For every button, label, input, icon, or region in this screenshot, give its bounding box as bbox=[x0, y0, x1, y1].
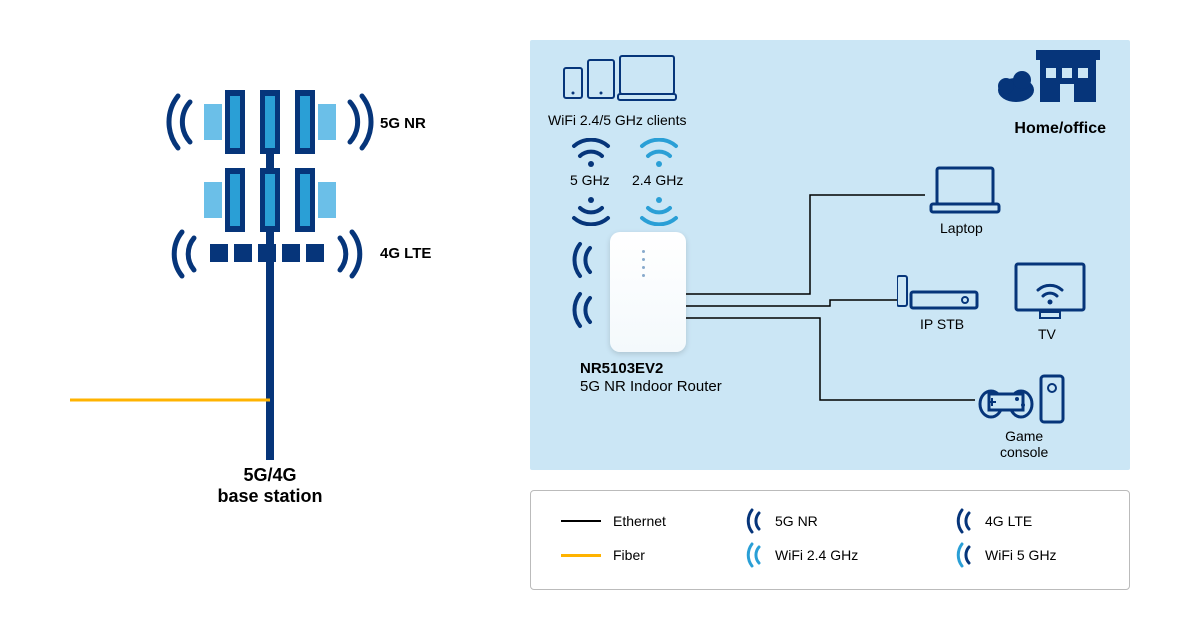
signal-arc-icon bbox=[951, 507, 979, 535]
wifi-clients-label: WiFi 2.4/5 GHz clients bbox=[548, 112, 686, 128]
home-area: Home/office WiFi 2.4/5 GHz clients 5 GHz… bbox=[530, 40, 1130, 470]
game-console-label: Gameconsole bbox=[1000, 428, 1048, 460]
legend-wifi24: WiFi 2.4 GHz bbox=[741, 541, 858, 569]
legend-ethernet: Ethernet bbox=[561, 513, 666, 529]
ipstb-label: IP STB bbox=[920, 316, 964, 332]
signal-arc-icon bbox=[741, 541, 769, 569]
label-base-station: 5G/4G base station bbox=[170, 465, 370, 507]
legend-fiber: Fiber bbox=[561, 547, 645, 563]
band-24ghz-label: 2.4 GHz bbox=[632, 172, 683, 188]
laptop-label: Laptop bbox=[940, 220, 983, 236]
game-console-icon bbox=[975, 370, 1075, 430]
router-signal-5g-icon bbox=[566, 240, 606, 280]
legend-5gnr: 5G NR bbox=[741, 507, 818, 535]
wifi-24ghz-top-icon bbox=[634, 138, 684, 170]
label-5gnr: 5G NR bbox=[380, 115, 426, 132]
tv-icon bbox=[1010, 260, 1090, 324]
laptop-icon bbox=[925, 162, 1005, 218]
router-model: NR5103EV2 bbox=[580, 360, 663, 377]
signal-arc-icon bbox=[951, 541, 979, 569]
wifi-24ghz-bottom-icon bbox=[634, 194, 684, 226]
signal-arc-icon bbox=[741, 507, 769, 535]
band-5ghz-label: 5 GHz bbox=[570, 172, 610, 188]
wifi-5ghz-bottom-icon bbox=[566, 194, 616, 226]
ipstb-icon bbox=[897, 272, 987, 322]
home-title: Home/office bbox=[1014, 120, 1106, 138]
wifi-5ghz-top-icon bbox=[566, 138, 616, 170]
tv-label: TV bbox=[1038, 326, 1056, 342]
router-signal-4g-icon bbox=[566, 290, 606, 330]
legend-area: Ethernet Fiber 5G NR WiFi 2.4 GHz 4G LTE… bbox=[530, 490, 1130, 590]
wifi-clients-icon bbox=[560, 52, 680, 112]
building-icon bbox=[992, 48, 1112, 118]
label-4glte: 4G LTE bbox=[380, 245, 431, 262]
legend-wifi5: WiFi 5 GHz bbox=[951, 541, 1057, 569]
tower-area: 5G NR 4G LTE 5G/4G base station bbox=[70, 60, 450, 510]
router-device bbox=[610, 232, 686, 352]
legend-4glte: 4G LTE bbox=[951, 507, 1032, 535]
router-desc: 5G NR Indoor Router bbox=[580, 378, 722, 395]
